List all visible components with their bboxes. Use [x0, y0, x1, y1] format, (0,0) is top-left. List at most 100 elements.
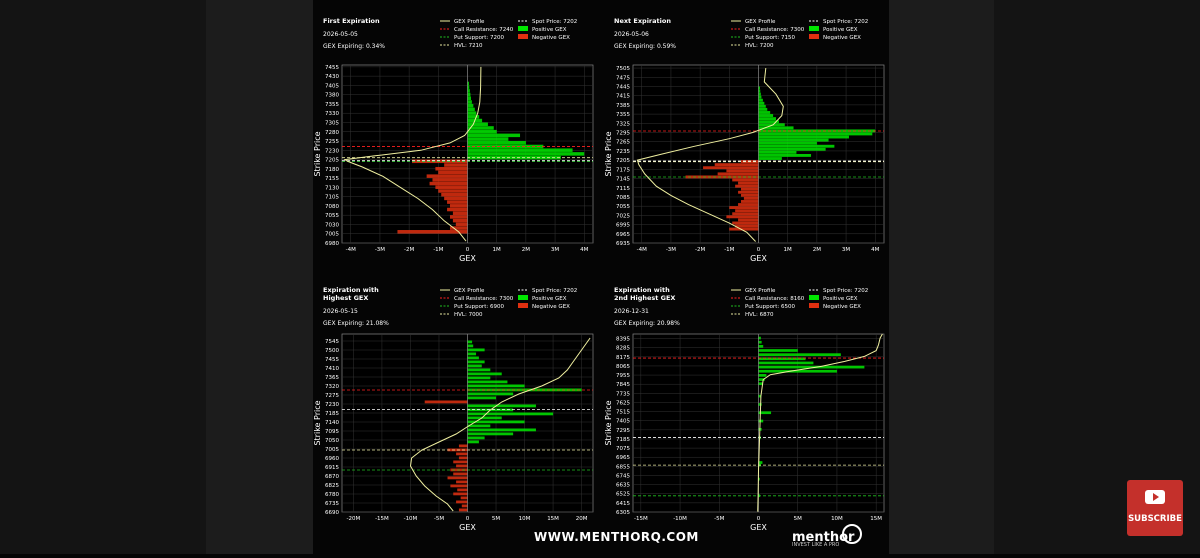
c1-legend-entry: Negative GEX	[532, 35, 570, 41]
c1-y-tick-label: 7355	[325, 102, 339, 108]
c1-negative-bar	[447, 200, 468, 204]
c3-date: 2026-05-15	[323, 308, 358, 315]
c2-legend-entry: Call Resistance: 7300	[745, 27, 805, 33]
c1-gex-profile-line	[343, 66, 482, 242]
c4-positive-bar	[758, 382, 763, 386]
c2-negative-bar	[738, 203, 759, 206]
c4-x-axis-label: GEX	[750, 523, 767, 532]
c2-x-axis-label: GEX	[750, 254, 767, 263]
c3-y-tick-label: 7185	[325, 411, 339, 417]
c3-y-tick-label: 6915	[325, 465, 339, 471]
c1-y-axis-label: Strike Price	[313, 131, 322, 176]
c2-positive-bar	[758, 126, 794, 130]
c4-positive-bar	[758, 374, 767, 377]
c2-positive-bar	[758, 89, 761, 93]
c2-y-tick-label: 7025	[616, 213, 630, 219]
c4-x-tick-label: 5M	[794, 516, 802, 522]
c3-y-tick-label: 7275	[325, 393, 339, 399]
c2-positive-bar	[758, 86, 760, 90]
c4-y-tick-label: 6965	[616, 455, 630, 461]
c2-y-tick-label: 7385	[616, 103, 630, 109]
website-url[interactable]: WWW.MENTHORQ.COM	[534, 530, 699, 544]
c1-positive-bar	[467, 133, 521, 138]
c1-negative-bar	[455, 222, 468, 227]
c3-positive-bar	[467, 384, 525, 388]
c2-negative-bar	[740, 187, 759, 191]
c3-positive-bar	[467, 352, 477, 356]
c3-y-tick-label: 7365	[325, 375, 339, 381]
c1-positive-bar	[467, 107, 475, 112]
c4-y-tick-label: 8395	[616, 337, 630, 343]
c4-x-tick-label: -10M	[673, 516, 687, 522]
c2-negative-bar	[726, 169, 759, 173]
c2-y-tick-label: 7175	[616, 167, 630, 173]
c4-y-tick-label: 6635	[616, 483, 630, 489]
c3-y-tick-label: 7500	[325, 348, 339, 354]
c2-negative-bar	[703, 166, 759, 170]
c2-positive-bar	[758, 95, 762, 99]
c1-date: 2026-05-05	[323, 31, 358, 38]
c3-negative-bar	[453, 460, 468, 464]
c2-legend-swatch	[809, 34, 819, 39]
c1-positive-bar	[467, 144, 544, 149]
c2-legend-entry: Negative GEX	[823, 35, 861, 41]
c1-x-tick-label: 0	[466, 247, 470, 253]
c2-y-tick-label: 7475	[616, 75, 630, 81]
c2-title: Next Expiration	[614, 17, 671, 25]
c3-negative-bar	[453, 492, 468, 496]
c2-negative-bar	[732, 212, 759, 216]
c1-positive-bar	[467, 129, 497, 134]
c1-y-tick-label: 7405	[325, 83, 339, 89]
c3-legend-entry: Negative GEX	[532, 304, 570, 310]
c3-negative-bar	[456, 500, 468, 504]
c2-y-axis-label: Strike Price	[604, 131, 613, 176]
c1-legend-swatch	[518, 34, 528, 39]
c2-legend-entry: Positive GEX	[823, 27, 858, 33]
c4-y-tick-label: 7185	[616, 437, 630, 443]
c2-negative-bar	[740, 200, 759, 203]
c1-negative-bar	[426, 174, 468, 178]
c3-positive-bar	[467, 380, 508, 384]
c3-legend-swatch	[518, 295, 528, 300]
c1-title: First Expiration	[323, 17, 380, 25]
c3-y-tick-label: 7095	[325, 429, 339, 435]
c3-negative-bar	[460, 496, 468, 500]
c1-y-tick-label: 7105	[325, 195, 339, 201]
c3-y-tick-label: 6780	[325, 492, 339, 498]
c3-x-tick-label: -5M	[434, 516, 444, 522]
c1-x-tick-label: 1M	[493, 247, 501, 253]
subscribe-button[interactable]: SUBSCRIBE	[1127, 480, 1183, 536]
c3-y-tick-label: 7140	[325, 420, 339, 426]
c4-y-tick-label: 7515	[616, 410, 630, 416]
c4-positive-bar	[758, 361, 814, 365]
c3-x-tick-label: 20M	[576, 516, 588, 522]
c2-legend-entry: HVL: 7200	[745, 43, 774, 49]
c1-positive-bar	[467, 89, 470, 93]
c3-positive-bar	[467, 348, 485, 352]
right-border	[994, 0, 1200, 554]
c3-positive-bar	[467, 376, 491, 380]
c2-positive-bar	[758, 141, 817, 145]
c3-gex-expiring: GEX Expiring: 21.08%	[323, 320, 389, 327]
c1-positive-bar	[467, 148, 573, 152]
c3-y-tick-label: 7410	[325, 366, 339, 372]
c4-x-tick-label: 10M	[831, 516, 843, 522]
c4-legend-entry: Put Support: 6500	[745, 304, 795, 310]
c2-negative-bar	[714, 163, 759, 167]
c1-legend-swatch	[518, 26, 528, 31]
c3-negative-bar	[456, 464, 468, 468]
c2-x-tick-label: 0	[757, 247, 761, 253]
c2-positive-bar	[758, 114, 774, 117]
c1-x-tick-label: -3M	[375, 247, 385, 253]
c2-y-tick-label: 6965	[616, 232, 630, 238]
c1-x-tick-label: -1M	[433, 247, 443, 253]
c4-x-tick-label: 0	[757, 516, 761, 522]
c4-positive-bar	[758, 357, 806, 361]
c3-x-tick-label: 10M	[519, 516, 531, 522]
c4-x-tick-label: 15M	[870, 516, 882, 522]
chart-area: First Expiration 2026-05-05 GEX Expiring: …	[313, 0, 887, 554]
c3-negative-bar	[457, 488, 468, 492]
c1-y-tick-label: 7430	[325, 74, 339, 80]
c2-negative-bar	[735, 184, 759, 188]
c3-positive-bar	[467, 404, 536, 408]
